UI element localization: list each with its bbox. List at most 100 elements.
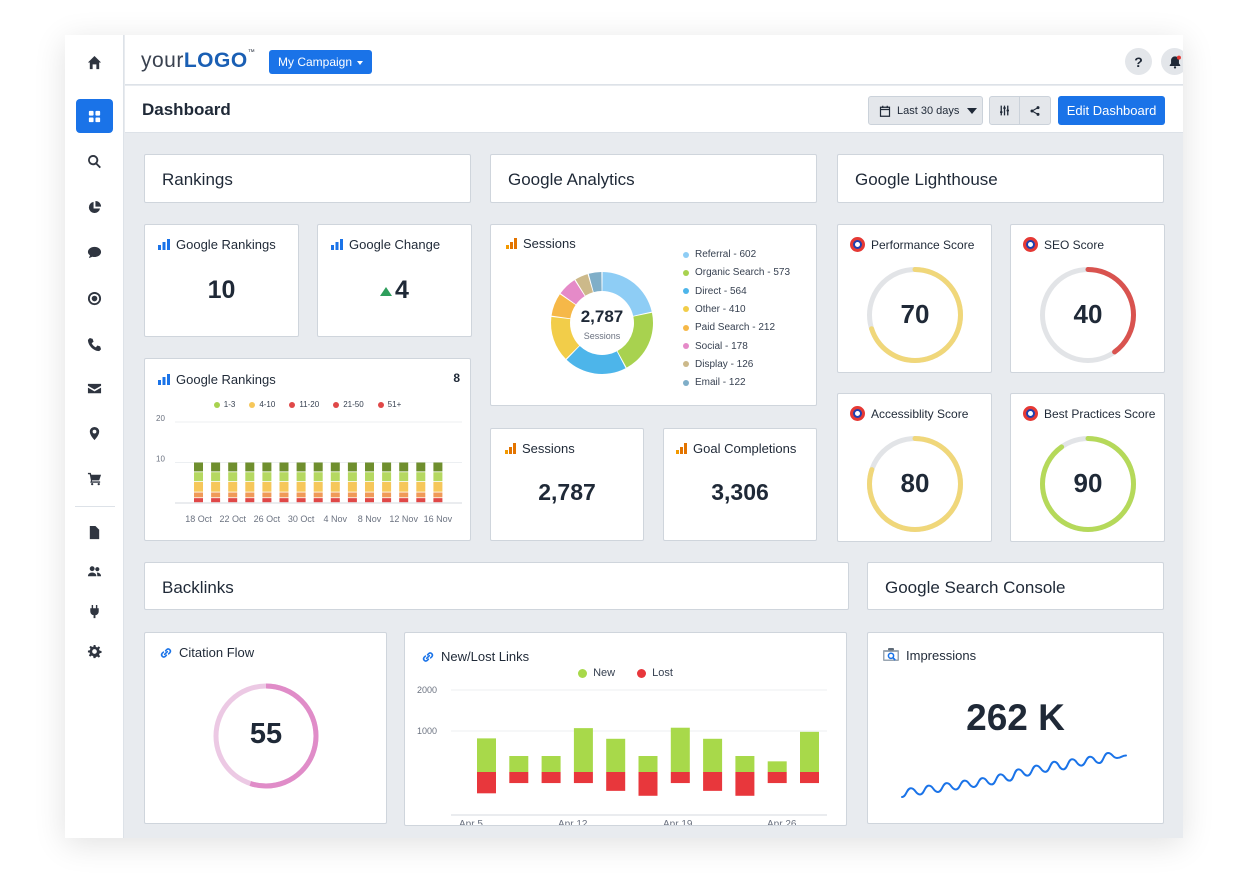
gauge-fill: [1040, 436, 1136, 532]
bar-chart-icon: [158, 374, 170, 385]
sidebar-item-settings[interactable]: [76, 634, 113, 668]
impressions-card[interactable]: Impressions 262 K: [867, 632, 1164, 824]
lighthouse-score-card[interactable]: Best Practices Score 90: [1010, 393, 1165, 542]
card-title: Sessions: [523, 236, 576, 251]
google-rankings-card[interactable]: Google Rankings 10: [144, 224, 299, 337]
bar-segment: [211, 492, 221, 498]
sidebar-item-local[interactable]: [76, 416, 113, 450]
legend-label: Lost: [652, 667, 673, 679]
donut-center-value: 2,787: [580, 307, 624, 326]
chart-legend: 1-3 4-10 11-20 21-50 51+: [145, 400, 470, 409]
lighthouse-score-card[interactable]: Accessiblity Score 80: [837, 393, 992, 542]
target-icon: [87, 291, 102, 305]
donut-slice: [575, 274, 593, 296]
google-rankings-chart-card[interactable]: Google Rankings 8 1-3 4-10 11-20 21-50 51+ 2…: [144, 358, 471, 541]
section-title: Google Analytics: [508, 170, 635, 189]
bar-segment: [330, 492, 340, 498]
legend-item: Referral - 602: [683, 249, 756, 260]
edit-dashboard-button[interactable]: Edit Dashboard: [1058, 96, 1165, 125]
bar-segment: [194, 498, 203, 503]
lost-links-bar: [573, 772, 593, 784]
legend-swatch: [578, 668, 588, 678]
sidebar-item-home[interactable]: [76, 45, 113, 79]
notifications-button[interactable]: [1161, 48, 1183, 75]
sidebar-item-email[interactable]: [76, 371, 113, 405]
legend-label: Other - 410: [695, 303, 746, 315]
bar-segment: [245, 481, 255, 492]
new-links-bar: [477, 738, 496, 772]
goal-completions-card[interactable]: Goal Completions 3,306: [663, 428, 817, 541]
card-title: Citation Flow: [179, 645, 255, 660]
sidebar-item-calls[interactable]: [76, 327, 113, 361]
citation-flow-gauge: [213, 683, 319, 789]
campaign-label: My Campaign: [278, 55, 353, 69]
chat-bubble-icon: [87, 246, 102, 258]
gauge-fill: [1040, 267, 1136, 363]
bar-segment: [416, 492, 426, 498]
lighthouse-score-card[interactable]: Performance Score 70: [837, 224, 992, 373]
legend-swatch: [333, 401, 340, 408]
donut-slice: [617, 312, 653, 368]
sidebar-item-reports[interactable]: [76, 190, 113, 224]
up-arrow-icon: [380, 286, 393, 296]
card-value: 3,306: [711, 479, 769, 505]
new-links-bar: [767, 761, 787, 772]
sidebar-item-ecommerce[interactable]: [76, 461, 113, 495]
pie-chart-icon: [88, 200, 102, 213]
help-button[interactable]: ?: [1125, 48, 1152, 75]
card-header: Performance Score: [850, 237, 974, 252]
brand-logo[interactable]: yourLOGO™: [141, 49, 256, 72]
gauge-fill: [867, 267, 963, 363]
legend-item: 51+: [377, 400, 401, 409]
bar-segment: [330, 498, 340, 503]
card-header: Goal Completions: [676, 441, 796, 456]
campaign-dropdown[interactable]: My Campaign: [269, 50, 373, 74]
rankings-stacked-bar-chart: 20 10 18 Oct 22 Oct 26 Oct 30 Oct 4 Nov 8 Nov 12…: [156, 414, 462, 524]
bar-chart-icon: [158, 239, 170, 250]
sidebar-item-documents[interactable]: [76, 515, 113, 549]
lighthouse-score-card[interactable]: SEO Score 40: [1010, 224, 1165, 373]
card-header: Sessions: [505, 441, 575, 456]
date-range-button[interactable]: Last 30 days: [868, 96, 983, 125]
bar-segment: [330, 462, 340, 472]
google-change-card[interactable]: Google Change 4: [317, 224, 472, 337]
bar-segment: [399, 481, 409, 492]
sidebar-item-goals[interactable]: [76, 281, 113, 315]
share-button[interactable]: [1020, 97, 1050, 124]
sidebar-item-chat[interactable]: [76, 235, 113, 269]
score-gauge: [1040, 436, 1136, 532]
phone-icon: [87, 337, 102, 351]
card-value: 2,787: [538, 479, 596, 505]
bar-segment: [194, 472, 203, 482]
sidebar-item-integrations[interactable]: [76, 594, 113, 628]
bar-segment: [382, 492, 392, 498]
sessions-card[interactable]: Sessions 2,787: [490, 428, 644, 541]
new-lost-links-card[interactable]: New/Lost Links New Lost 2000 1000 Apr 5 Apr …: [404, 632, 847, 826]
score-value: 80: [900, 468, 930, 498]
legend-swatch: [289, 401, 296, 408]
lighthouse-icon: [1023, 237, 1038, 252]
sidebar-divider: [75, 506, 115, 507]
legend-swatch: [683, 269, 689, 276]
page-header: Dashboard Last 30 days Edit Dashboard: [125, 86, 1183, 133]
sidebar-item-dashboard[interactable]: [76, 99, 113, 133]
sessions-donut-card[interactable]: Sessions 2,787 Sessions Referral - 602 Or…: [490, 224, 817, 406]
citation-flow-card[interactable]: Citation Flow 55: [144, 632, 387, 824]
donut-slice: [602, 272, 652, 316]
impressions-value: 262 K: [966, 697, 1065, 738]
sidebar-item-users[interactable]: [76, 554, 113, 588]
x-tick-label: Apr 12: [558, 819, 588, 825]
bar-segment: [262, 472, 272, 482]
page-title: Dashboard: [142, 100, 231, 119]
card-header: Sessions: [506, 236, 576, 251]
card-title: Accessiblity Score: [871, 406, 969, 421]
bar-segment: [228, 498, 238, 503]
new-links-bar: [735, 756, 755, 772]
sidebar-item-search[interactable]: [76, 144, 113, 178]
legend-swatch: [683, 288, 689, 295]
filter-settings-button[interactable]: [990, 97, 1020, 124]
score-gauge: [1040, 267, 1136, 363]
chevron-down-icon: [967, 107, 978, 114]
bar-segment: [245, 472, 255, 482]
map-pin-icon: [89, 426, 100, 440]
